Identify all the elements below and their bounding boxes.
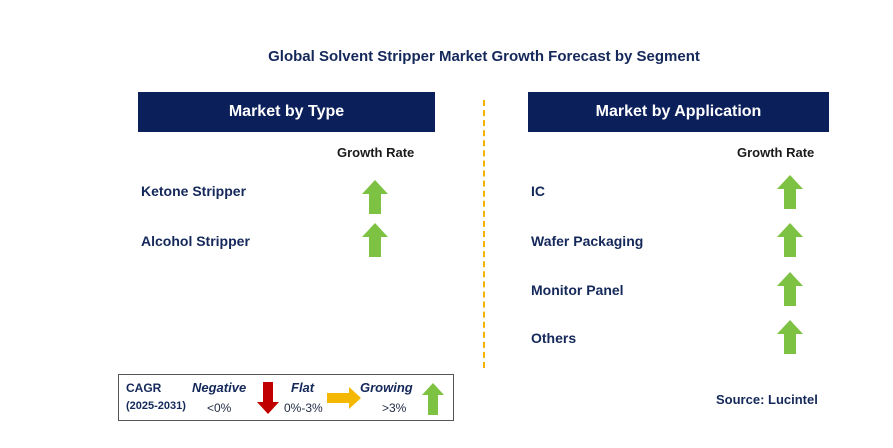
source-label: Source: Lucintel bbox=[716, 392, 818, 407]
growing-arrow-icon bbox=[777, 175, 803, 209]
legend-negative-label: Negative bbox=[192, 380, 247, 395]
legend-cagr-label: CAGR bbox=[126, 381, 162, 395]
type-row-ketone-stripper: Ketone Stripper bbox=[141, 183, 247, 199]
application-panel-header-label: Market by Application bbox=[595, 103, 762, 120]
growing-arrow-icon bbox=[362, 223, 388, 257]
growing-arrow-icon bbox=[422, 383, 444, 415]
legend-flat-range: 0%-3% bbox=[284, 401, 323, 415]
growing-arrow-icon bbox=[777, 320, 803, 354]
growing-arrow-icon bbox=[777, 272, 803, 306]
application-row-wafer-packaging: Wafer Packaging bbox=[531, 233, 644, 249]
page-title: Global Solvent Stripper Market Growth Fo… bbox=[268, 48, 700, 65]
type-panel-header-label: Market by Type bbox=[228, 103, 345, 120]
type-growth-rate-label: Growth Rate bbox=[337, 145, 415, 160]
cagr-legend: CAGR (2025-2031) Negative <0% Flat 0%-3%… bbox=[118, 374, 454, 421]
legend-growing-label: Growing bbox=[360, 380, 413, 395]
type-panel-header: Market by Type bbox=[138, 92, 435, 132]
flat-arrow-icon bbox=[327, 387, 361, 409]
legend-period: (2025-2031) bbox=[126, 400, 186, 412]
type-row-alcohol-stripper: Alcohol Stripper bbox=[141, 233, 250, 249]
negative-arrow-icon bbox=[257, 382, 279, 414]
application-row-others: Others bbox=[531, 330, 577, 346]
legend-growing-range: >3% bbox=[382, 401, 407, 415]
application-row-ic: IC bbox=[531, 183, 545, 199]
application-row-monitor-panel: Monitor Panel bbox=[531, 282, 624, 298]
application-growth-rate-label: Growth Rate bbox=[737, 145, 815, 160]
application-panel-header: Market by Application bbox=[528, 92, 829, 132]
panel-divider bbox=[483, 100, 485, 368]
growing-arrow-icon bbox=[362, 180, 388, 214]
growing-arrow-icon bbox=[777, 223, 803, 257]
legend-negative-range: <0% bbox=[207, 401, 232, 415]
legend-flat-label: Flat bbox=[291, 380, 315, 395]
